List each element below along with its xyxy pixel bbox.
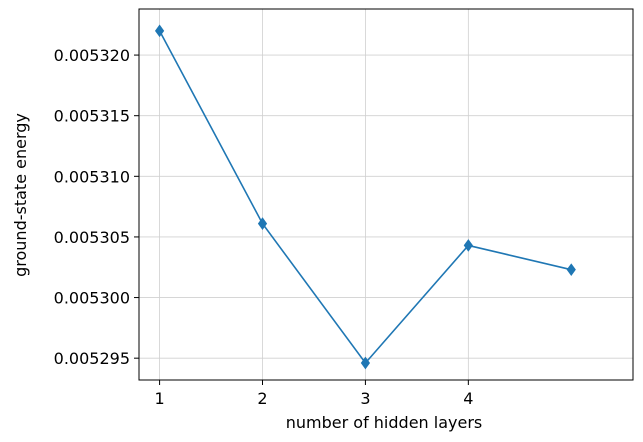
x-tick-label: 2 — [257, 389, 267, 408]
grid-lines — [139, 9, 633, 380]
data-point-marker — [360, 356, 371, 370]
data-point-marker — [154, 24, 165, 38]
data-point-marker — [463, 239, 473, 252]
x-axis-ticks: 1 2 3 4 — [154, 380, 473, 408]
y-tick-label: 0.005305 — [54, 228, 130, 247]
x-tick-label: 1 — [154, 389, 164, 408]
y-tick-label: 0.005315 — [54, 107, 130, 126]
data-point-marker — [257, 217, 268, 230]
y-axis-label: ground-state energy — [11, 113, 30, 277]
y-axis-ticks: 0.005295 0.005300 0.005305 0.005310 0.005315… — [54, 46, 139, 368]
series-layer — [154, 24, 576, 370]
x-tick-label: 3 — [360, 389, 370, 408]
x-tick-label: 4 — [463, 389, 473, 408]
plot-frame — [138, 8, 634, 381]
x-axis-label: number of hidden layers — [286, 413, 482, 432]
y-tick-label: 0.005310 — [54, 167, 130, 186]
y-tick-label: 0.005295 — [54, 349, 130, 368]
data-point-marker — [566, 263, 576, 277]
y-tick-label: 0.005300 — [54, 289, 130, 308]
y-tick-label: 0.005320 — [54, 46, 130, 65]
